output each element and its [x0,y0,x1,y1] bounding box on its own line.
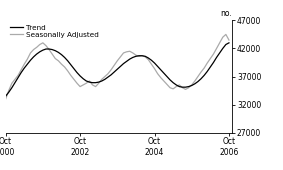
Text: no.: no. [220,9,232,18]
Legend: Trend, Seasonally Adjusted: Trend, Seasonally Adjusted [9,24,100,39]
